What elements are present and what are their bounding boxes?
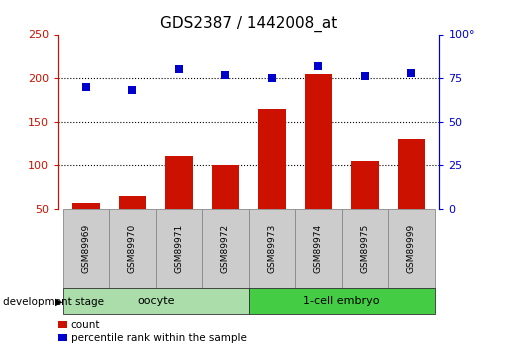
Text: GSM89973: GSM89973 (268, 224, 276, 273)
Point (175, 67, 183, 72)
Title: GDS2387 / 1442008_at: GDS2387 / 1442008_at (160, 16, 337, 32)
Text: 1-cell embryo: 1-cell embryo (304, 296, 380, 306)
Bar (249, 209, 295, 288)
Bar (249, 288, 435, 314)
Point (361, 73, 369, 79)
Bar (258, 109, 286, 209)
Text: GSM89969: GSM89969 (81, 224, 90, 273)
Point (82, 84, 90, 89)
Point (221, 72, 229, 77)
Bar (397, 139, 425, 209)
Text: GSM89972: GSM89972 (221, 224, 230, 273)
Point (315, 63, 323, 69)
Text: GSM89974: GSM89974 (314, 224, 323, 273)
Bar (295, 209, 342, 288)
Bar (72, 203, 100, 209)
Text: ▶: ▶ (55, 297, 62, 307)
Text: GSM89975: GSM89975 (361, 224, 370, 273)
Bar (388, 209, 435, 288)
Bar (119, 196, 146, 209)
Bar (351, 161, 379, 209)
Point (268, 75, 276, 81)
Bar (156, 209, 202, 288)
Point (408, 70, 416, 76)
Bar (342, 209, 388, 288)
Text: oocyte: oocyte (137, 296, 174, 306)
Bar (202, 209, 249, 288)
Text: GSM89970: GSM89970 (128, 224, 137, 273)
Bar (63, 288, 249, 314)
Bar (63, 209, 109, 288)
Bar (109, 209, 156, 288)
Legend: count, percentile rank within the sample: count, percentile rank within the sample (58, 320, 246, 343)
Text: development stage: development stage (3, 297, 104, 307)
Bar (165, 156, 193, 209)
Bar (305, 74, 332, 209)
Text: GSM89999: GSM89999 (407, 224, 416, 273)
Point (128, 88, 136, 93)
Bar (212, 165, 239, 209)
Text: GSM89971: GSM89971 (174, 224, 183, 273)
